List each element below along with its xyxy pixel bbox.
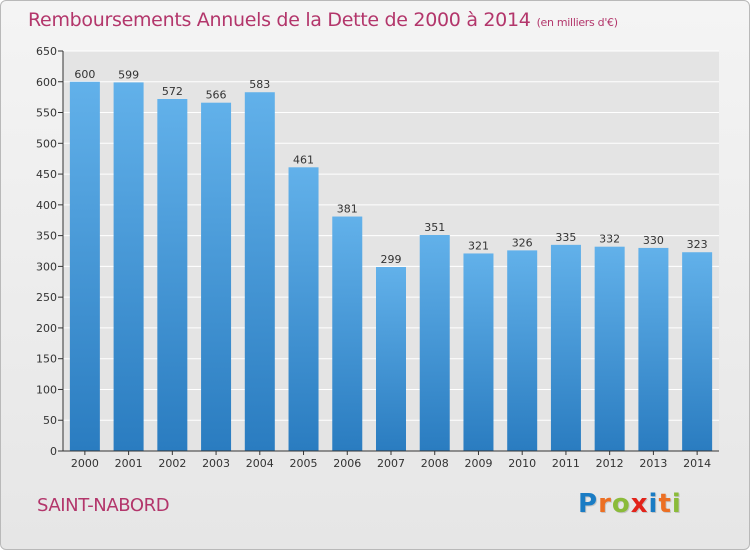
data-label: 572 [162, 85, 183, 98]
chart-unit-subtitle: (en milliers d'€) [536, 16, 618, 29]
x-tick-label: 2010 [508, 457, 536, 470]
x-tick-label: 2009 [464, 457, 492, 470]
data-label: 566 [206, 89, 227, 102]
x-tick-label: 2013 [639, 457, 667, 470]
data-label: 461 [293, 153, 314, 166]
x-tick-label: 2002 [158, 457, 186, 470]
y-tick-label: 350 [36, 230, 57, 243]
y-axis-ticks: 0 50 100 150 200 250 300 350 400 450 500 550 600 650 [36, 45, 63, 458]
bar [638, 247, 669, 451]
bar [244, 92, 275, 451]
bar [419, 235, 450, 451]
bar [113, 82, 144, 451]
x-tick-label: 2000 [71, 457, 99, 470]
bar [507, 250, 538, 451]
y-tick-label: 600 [36, 76, 57, 89]
data-label: 332 [599, 233, 620, 246]
x-tick-label: 2001 [115, 457, 143, 470]
y-tick-label: 50 [43, 414, 57, 427]
chart-title: Remboursements Annuels de la Dette de 20… [28, 9, 618, 31]
x-tick-label: 2003 [202, 457, 230, 470]
bar [594, 246, 625, 451]
y-tick-label: 150 [36, 353, 57, 366]
logo-letter: i [648, 489, 659, 519]
data-labels: 600 599 572 566 583 461 381 299 351 321 326 335 332 3… [74, 68, 707, 266]
y-tick-label: 0 [50, 445, 57, 458]
data-label: 299 [381, 253, 402, 266]
data-label: 321 [468, 239, 489, 252]
y-tick-label: 400 [36, 199, 57, 212]
y-tick-label: 300 [36, 260, 57, 273]
bar [682, 252, 713, 451]
bar [463, 253, 494, 451]
commune-name: SAINT-NABORD [37, 495, 170, 516]
y-tick-label: 650 [36, 45, 57, 58]
logo-letter: r [598, 489, 612, 519]
x-axis-ticks: 2000 2001 2002 2003 2004 2005 2006 2007 2008 2009… [71, 451, 711, 470]
bar [69, 81, 100, 452]
logo-letter: t [658, 489, 672, 519]
logo-letter: P [578, 489, 599, 519]
data-label: 381 [337, 203, 358, 216]
logo-letter: x [630, 489, 649, 519]
x-tick-label: 2014 [683, 457, 711, 470]
data-label: 326 [512, 236, 533, 249]
data-label: 351 [424, 221, 445, 234]
x-tick-label: 2007 [377, 457, 405, 470]
x-tick-label: 2005 [290, 457, 318, 470]
bar [550, 244, 581, 451]
bar [288, 167, 319, 452]
bar [332, 216, 363, 451]
data-label: 330 [643, 234, 664, 247]
bar-series [69, 81, 713, 452]
bar [157, 99, 188, 451]
data-label: 599 [118, 68, 139, 81]
chart-title-main: Remboursements Annuels de la Dette de 20… [28, 9, 531, 31]
x-tick-label: 2004 [246, 457, 274, 470]
data-label: 323 [687, 238, 708, 251]
x-tick-label: 2012 [596, 457, 624, 470]
data-label: 600 [74, 68, 95, 81]
x-tick-label: 2008 [421, 457, 449, 470]
y-tick-label: 500 [36, 137, 57, 150]
x-tick-label: 2006 [333, 457, 361, 470]
data-label: 335 [555, 231, 576, 244]
y-tick-label: 200 [36, 322, 57, 335]
y-tick-label: 450 [36, 168, 57, 181]
proxiti-logo[interactable]: Proxiti [578, 489, 682, 519]
data-label: 583 [249, 78, 270, 91]
logo-letter: o [611, 489, 631, 519]
y-tick-label: 550 [36, 107, 57, 120]
y-tick-label: 250 [36, 291, 57, 304]
bar [201, 102, 232, 451]
logo-letter: i [671, 489, 682, 519]
bar [376, 267, 406, 451]
y-tick-label: 100 [36, 383, 57, 396]
x-tick-label: 2011 [552, 457, 580, 470]
